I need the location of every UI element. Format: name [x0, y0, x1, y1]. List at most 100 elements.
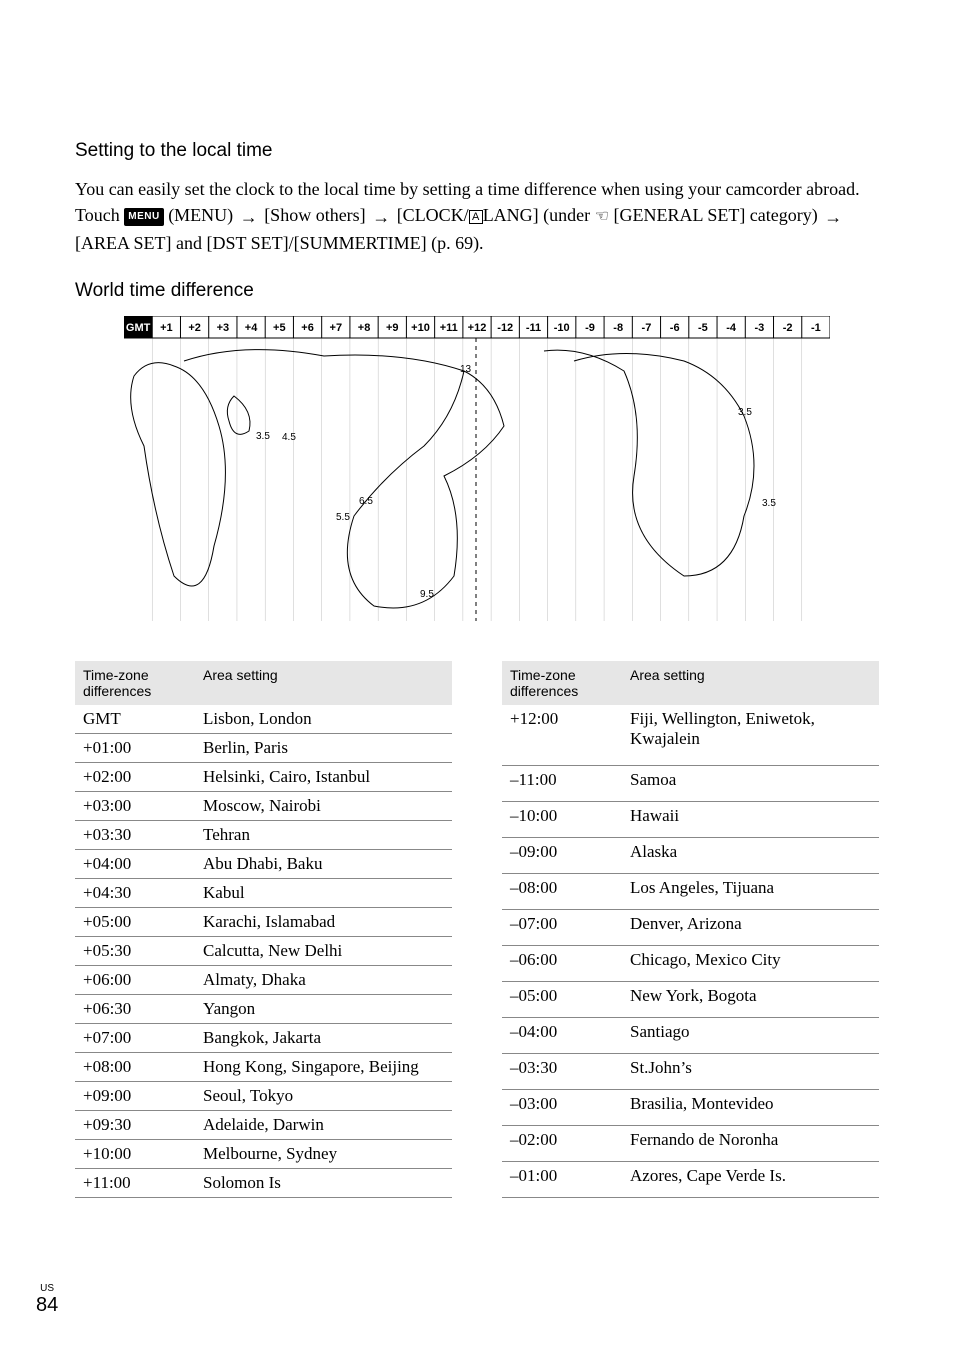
intro-text-2: (MENU): [168, 205, 238, 225]
map-tz-label: GMT: [126, 322, 151, 334]
page-footer: US 84: [36, 1283, 58, 1317]
map-tz-label: +3: [217, 322, 230, 334]
map-half-offset-label: 3.5: [256, 431, 270, 442]
map-tz-label: +9: [386, 322, 399, 334]
cell-timezone: +01:00: [75, 734, 195, 763]
table-row: +09:30Adelaide, Darwin: [75, 1111, 452, 1140]
cell-area: Abu Dhabi, Baku: [195, 850, 452, 879]
arrow-icon: →: [238, 207, 260, 227]
table-row: +08:00Hong Kong, Singapore, Beijing: [75, 1053, 452, 1082]
table-row: –07:00Denver, Arizona: [502, 909, 879, 945]
cell-area: Kabul: [195, 879, 452, 908]
table-row: +05:30Calcutta, New Delhi: [75, 937, 452, 966]
map-tz-label: -11: [526, 322, 541, 334]
cell-timezone: +10:00: [75, 1140, 195, 1169]
table-row: +02:00Helsinki, Cairo, Istanbul: [75, 763, 452, 792]
cell-timezone: +06:00: [75, 966, 195, 995]
table-row: +03:30Tehran: [75, 821, 452, 850]
cell-timezone: +05:30: [75, 937, 195, 966]
map-tz-label: -10: [554, 322, 570, 334]
cell-area: Moscow, Nairobi: [195, 792, 452, 821]
cell-area: Bangkok, Jakarta: [195, 1024, 452, 1053]
cell-area: Solomon Is: [195, 1169, 452, 1198]
footer-page-number: 84: [36, 1294, 58, 1317]
table-row: +05:00Karachi, Islamabad: [75, 908, 452, 937]
cell-timezone: –09:00: [502, 837, 622, 873]
table-row: +10:00Melbourne, Sydney: [75, 1140, 452, 1169]
th-timezone: Time-zone differences: [502, 661, 622, 705]
cell-timezone: –03:30: [502, 1053, 622, 1089]
cell-timezone: +04:00: [75, 850, 195, 879]
cell-area: Brasilia, Montevideo: [622, 1089, 879, 1125]
map-tz-label: -4: [726, 322, 737, 334]
map-tz-label: -3: [755, 322, 765, 334]
table-row: +03:00Moscow, Nairobi: [75, 792, 452, 821]
map-tz-label: -2: [783, 322, 793, 334]
map-tz-label: +5: [273, 322, 286, 334]
cell-area: Melbourne, Sydney: [195, 1140, 452, 1169]
cell-timezone: +02:00: [75, 763, 195, 792]
table-row: +12:00Fiji, Wellington, Eniwetok, Kwajal…: [502, 705, 879, 765]
cell-area: Los Angeles, Tijuana: [622, 873, 879, 909]
cell-area: Hawaii: [622, 801, 879, 837]
cell-area: Seoul, Tokyo: [195, 1082, 452, 1111]
nav-clock: [CLOCK/: [397, 205, 469, 225]
map-tz-label: +4: [245, 322, 258, 334]
map-tz-label: +12: [468, 322, 487, 334]
map-half-offset-label: 13: [460, 364, 472, 375]
map-half-offset-label: 9.5: [420, 589, 434, 600]
th-timezone: Time-zone differences: [75, 661, 195, 705]
timezone-table-right: Time-zone differences Area setting +12:0…: [502, 661, 879, 1198]
map-half-offset-label: 6.5: [359, 496, 373, 507]
map-half-offset-label: 3.5: [738, 407, 752, 418]
arrow-icon: →: [370, 207, 392, 227]
nav-general-set: [GENERAL SET] category): [614, 205, 823, 225]
cell-timezone: +09:30: [75, 1111, 195, 1140]
map-tz-label: +2: [188, 322, 201, 334]
cell-area: Chicago, Mexico City: [622, 945, 879, 981]
intro-paragraph: You can easily set the clock to the loca…: [75, 176, 879, 256]
cell-timezone: +08:00: [75, 1053, 195, 1082]
cell-area: New York, Bogota: [622, 981, 879, 1017]
cell-area: Fiji, Wellington, Eniwetok, Kwajalein: [622, 705, 879, 765]
cell-area: Azores, Cape Verde Is.: [622, 1162, 879, 1198]
cell-timezone: +06:30: [75, 995, 195, 1024]
cell-area: Adelaide, Darwin: [195, 1111, 452, 1140]
map-half-offset-label: 3.5: [762, 498, 776, 509]
map-tz-label: +7: [330, 322, 343, 334]
cell-area: Calcutta, New Delhi: [195, 937, 452, 966]
heading-local-time: Setting to the local time: [75, 140, 879, 162]
table-row: +04:30Kabul: [75, 879, 452, 908]
map-tz-label: +6: [301, 322, 314, 334]
timezone-tables: Time-zone differences Area setting GMTLi…: [75, 661, 879, 1198]
table-row: –09:00Alaska: [502, 837, 879, 873]
map-tz-label: -9: [585, 322, 595, 334]
map-half-offset-label: 5.5: [336, 512, 350, 523]
cell-timezone: +05:00: [75, 908, 195, 937]
cell-area: Hong Kong, Singapore, Beijing: [195, 1053, 452, 1082]
cell-area: Tehran: [195, 821, 452, 850]
cell-timezone: –04:00: [502, 1017, 622, 1053]
nav-lang: LANG] (under: [483, 205, 595, 225]
cell-area: Santiago: [622, 1017, 879, 1053]
footer-region: US: [36, 1283, 58, 1294]
cell-timezone: +04:30: [75, 879, 195, 908]
cell-timezone: –08:00: [502, 873, 622, 909]
cell-timezone: –07:00: [502, 909, 622, 945]
hand-icon: ☜: [595, 205, 609, 228]
map-tz-label: -6: [670, 322, 680, 334]
nav-area-set: [AREA SET] and [DST SET]/[SUMMERTIME] (p…: [75, 233, 484, 253]
map-tz-label: +11: [440, 322, 458, 334]
table-row: +04:00Abu Dhabi, Baku: [75, 850, 452, 879]
map-tz-label: +1: [160, 322, 173, 334]
table-row: –03:00Brasilia, Montevideo: [502, 1089, 879, 1125]
map-tz-label: -7: [642, 322, 652, 334]
cell-timezone: –02:00: [502, 1126, 622, 1162]
cell-timezone: –11:00: [502, 765, 622, 801]
cell-timezone: GMT: [75, 705, 195, 734]
cell-area: Yangon: [195, 995, 452, 1024]
cell-timezone: +11:00: [75, 1169, 195, 1198]
heading-world-time: World time difference: [75, 280, 879, 302]
map-tz-label: -12: [497, 322, 513, 334]
cell-timezone: +03:30: [75, 821, 195, 850]
